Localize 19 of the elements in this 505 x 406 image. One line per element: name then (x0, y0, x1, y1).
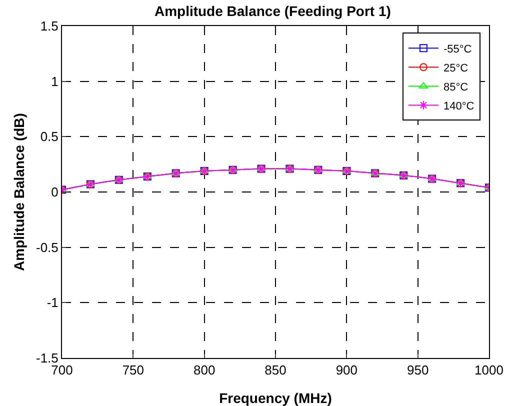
x-tick-label: 950 (406, 362, 429, 378)
chart-title: Amplitude Balance (Feeding Port 1) (154, 2, 391, 19)
x-tick-label: 750 (122, 362, 144, 378)
x-axis-title: Frequency (MHz) (219, 390, 332, 406)
y-tick-label: 0.5 (40, 129, 58, 144)
y-tick-label: -0.5 (36, 240, 58, 255)
x-tick-label: 900 (336, 362, 358, 378)
legend-label: 140°C (443, 100, 474, 112)
y-tick-label: 0 (51, 184, 58, 200)
legend-label: 85°C (443, 81, 468, 94)
y-tick-label: 1.5 (40, 18, 58, 34)
y-axis-title: Amplitude Balance (dB) (11, 113, 27, 271)
legend-label: 25°C (443, 62, 468, 74)
x-tick-label: 1000 (474, 362, 504, 378)
y-tick-label: -1 (46, 295, 58, 310)
x-tick-label: 850 (264, 362, 286, 378)
y-tick-label: 1 (51, 74, 58, 89)
legend-label: -55°C (443, 43, 472, 56)
x-tick-label: 800 (193, 362, 216, 378)
